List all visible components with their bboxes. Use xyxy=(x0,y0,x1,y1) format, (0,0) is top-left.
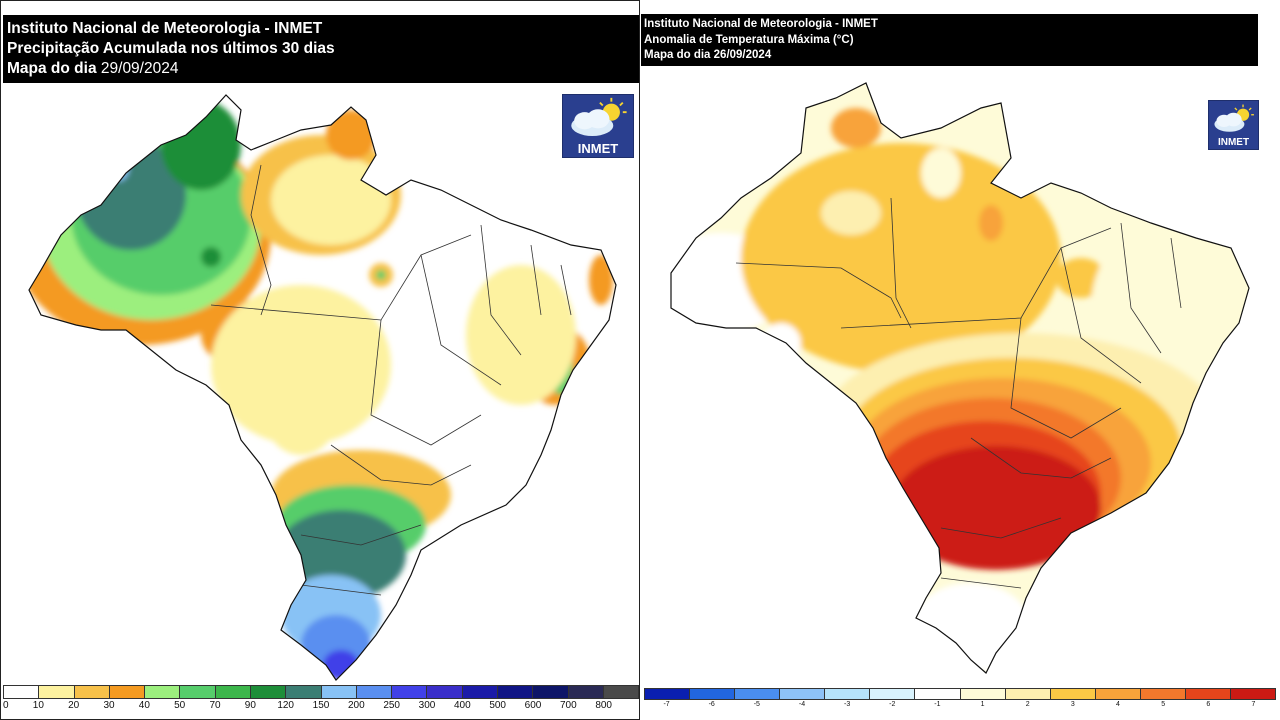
precipitation-map-panel: Instituto Nacional de Meteorologia - INM… xyxy=(0,0,640,720)
legend-swatch xyxy=(960,688,1006,700)
legend-swatch xyxy=(644,688,691,700)
legend-swatch xyxy=(286,685,322,699)
temperature-anomaly-legend-ticks: -7 -6 -5 -4 -3 -2 -1 1 2 3 4 5 6 7 xyxy=(644,701,1276,715)
legend-tick-label: -7 xyxy=(663,701,670,708)
map-header: Instituto Nacional de Meteorologia - INM… xyxy=(641,14,1258,66)
legend-swatch xyxy=(427,685,463,699)
legend-swatch xyxy=(356,685,393,699)
legend-swatch xyxy=(870,688,916,700)
state-borders xyxy=(735,197,1182,589)
legend-tick-label: 200 xyxy=(347,700,365,711)
temperature-anomaly-map xyxy=(670,82,1250,674)
legend-swatch xyxy=(321,685,357,699)
legend-tick-label: -6 xyxy=(708,701,715,708)
legend-tick-label: 30 xyxy=(103,700,115,711)
map-title: Instituto Nacional de Meteorologia - INM… xyxy=(7,20,323,37)
inmet-logo-text: INMET xyxy=(1217,137,1250,148)
map-header: Instituto Nacional de Meteorologia - INM… xyxy=(3,15,639,83)
legend-swatch xyxy=(392,685,428,699)
country-border xyxy=(28,94,617,681)
legend-tick-label: 250 xyxy=(383,700,400,711)
temperature-anomaly-legend xyxy=(644,688,1277,700)
legend-tick-label: 300 xyxy=(418,700,436,711)
legend-tick-label: 90 xyxy=(244,700,256,711)
legend-swatch xyxy=(735,688,781,700)
legend-tick-label: -5 xyxy=(753,701,760,708)
inmet-logo-text: INMET xyxy=(577,141,619,156)
map-date-line: Mapa do dia 26/09/2024 xyxy=(644,48,1255,64)
precipitation-map xyxy=(28,94,617,681)
legend-tick-label: 4 xyxy=(1116,701,1120,708)
country-border xyxy=(670,82,1250,674)
map-date-value: 29/09/2024 xyxy=(100,60,179,77)
legend-swatch xyxy=(180,685,216,699)
map-date-label: Mapa do dia xyxy=(644,49,711,61)
map-date-line: Mapa do dia 29/09/2024 xyxy=(7,59,635,79)
legend-tick-label: 3 xyxy=(1070,701,1075,708)
sun-cloud-icon xyxy=(571,97,627,137)
legend-swatch xyxy=(690,688,736,700)
inmet-logo: INMET xyxy=(562,94,634,158)
map-subtitle: Precipitação Acumulada nos últimos 30 di… xyxy=(7,40,335,57)
legend-swatch xyxy=(74,685,110,699)
legend-swatch xyxy=(109,685,146,699)
legend-swatch xyxy=(915,688,961,700)
legend-tick-label: 2 xyxy=(1025,701,1030,708)
sun-cloud-icon xyxy=(1214,104,1254,132)
legend-tick-label: -3 xyxy=(844,701,851,708)
legend-swatch xyxy=(533,685,569,699)
legend-tick-label: -1 xyxy=(934,701,941,708)
legend-tick-label: 70 xyxy=(209,700,221,711)
map-subtitle: Anomalia de Temperatura Máxima (°C) xyxy=(644,33,854,46)
legend-tick-label: 1 xyxy=(980,701,985,708)
map-date-value: 26/09/2024 xyxy=(713,49,772,61)
legend-swatch xyxy=(497,685,534,699)
legend-tick-label: 7 xyxy=(1251,701,1256,708)
legend-tick-label: 20 xyxy=(68,700,80,711)
legend-tick-label: 5 xyxy=(1161,701,1166,708)
precipitation-legend xyxy=(3,685,639,699)
legend-swatch xyxy=(39,685,75,699)
precipitation-legend-ticks: 0 10 20 30 40 50 70 90 120 150 200 250 300 400 500 600 7… xyxy=(3,700,639,716)
legend-swatch xyxy=(1185,688,1232,700)
legend-swatch xyxy=(780,688,826,700)
legend-tick-label: 120 xyxy=(277,700,294,711)
legend-swatch xyxy=(215,685,251,699)
legend-tick-label: 40 xyxy=(138,700,150,711)
legend-swatch xyxy=(250,685,287,699)
inmet-logo: INMET xyxy=(1208,100,1259,150)
legend-tick-label: 800 xyxy=(595,700,612,711)
legend-swatch xyxy=(825,688,871,700)
legend-tick-label: 50 xyxy=(174,700,186,711)
legend-swatch xyxy=(1231,688,1277,700)
legend-swatch xyxy=(568,685,604,699)
legend-tick-label: 600 xyxy=(524,700,542,711)
legend-swatch xyxy=(1050,688,1096,700)
legend-tick-label: -4 xyxy=(798,701,806,708)
legend-swatch xyxy=(1140,688,1186,700)
state-borders xyxy=(210,164,572,596)
legend-tick-label: 700 xyxy=(559,700,577,711)
legend-swatch xyxy=(1095,688,1141,700)
map-date-label: Mapa do dia xyxy=(7,60,97,77)
legend-swatch xyxy=(462,685,498,699)
temperature-anomaly-map-panel: Instituto Nacional de Meteorologia - INM… xyxy=(641,0,1280,720)
map-title: Instituto Nacional de Meteorologia - INM… xyxy=(644,18,878,30)
legend-tick-label: 6 xyxy=(1206,701,1211,708)
legend-swatch xyxy=(1005,688,1051,700)
legend-tick-label: 0 xyxy=(3,700,9,711)
legend-swatch xyxy=(145,685,181,699)
legend-tick-label: 400 xyxy=(453,700,471,711)
legend-tick-label: 150 xyxy=(312,700,330,711)
legend-tick-label: 10 xyxy=(32,700,44,711)
legend-swatch xyxy=(603,685,639,699)
legend-tick-label: -2 xyxy=(889,701,896,708)
legend-tick-label: 500 xyxy=(489,700,506,711)
legend-swatch xyxy=(3,685,40,699)
